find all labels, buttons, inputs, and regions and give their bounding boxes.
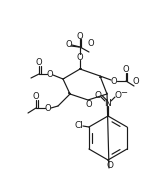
Text: O: O (33, 91, 39, 100)
Text: N: N (105, 99, 111, 108)
Text: −: − (121, 88, 127, 97)
Text: O: O (123, 65, 129, 74)
Text: O: O (77, 32, 83, 40)
Text: O: O (77, 53, 83, 62)
Text: O: O (86, 100, 92, 108)
Text: O: O (133, 77, 139, 86)
Text: O: O (66, 40, 72, 49)
Text: O: O (106, 160, 114, 169)
Text: Cl: Cl (75, 121, 83, 130)
Text: O: O (111, 77, 117, 86)
Text: O: O (45, 104, 51, 112)
Text: O: O (95, 91, 101, 100)
Text: O: O (114, 91, 122, 100)
Text: O: O (88, 39, 94, 48)
Text: O: O (47, 70, 53, 79)
Text: O: O (36, 57, 42, 66)
